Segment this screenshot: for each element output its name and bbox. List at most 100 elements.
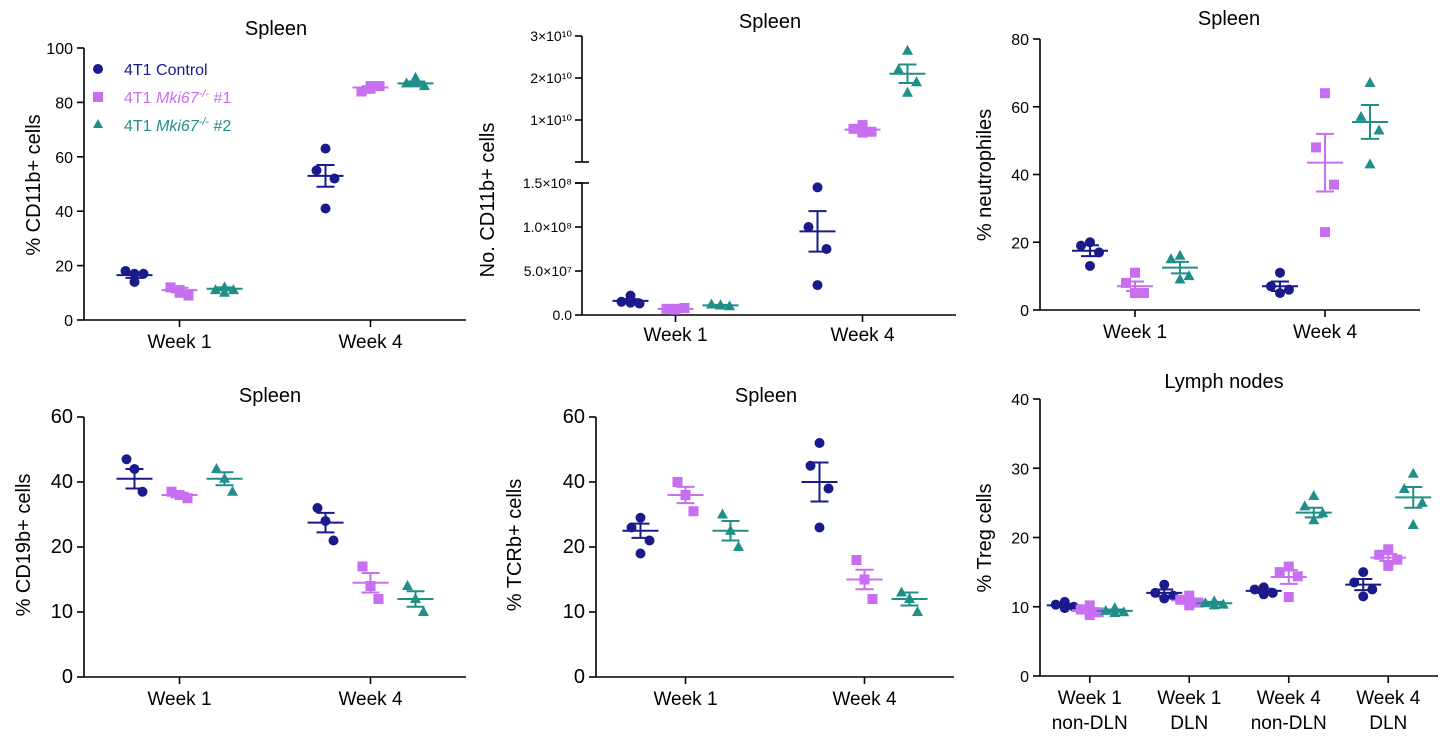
data-point [1320, 88, 1330, 99]
data-point [373, 594, 384, 604]
y-tick-label: 60 [563, 406, 585, 428]
y-tick-label: 40 [55, 204, 73, 221]
y-axis-label: % TCRb+ cells [504, 479, 526, 611]
data-point [1311, 142, 1321, 153]
x-tick-label: non-DLN [1052, 713, 1128, 734]
data-point [1130, 288, 1140, 299]
chart-title: Spleen [1198, 8, 1260, 30]
y-tick-label: 20 [563, 536, 585, 558]
y-axis-label: % CD19b+ cells [13, 474, 35, 617]
y-tick-label: 2×10¹⁰ [530, 70, 572, 86]
data-point [320, 203, 331, 214]
y-tick-label: 100 [46, 41, 73, 58]
y-tick-label: 0.0 [553, 307, 573, 323]
data-point [328, 535, 339, 546]
y-tick-label: 1.0×10⁸ [523, 219, 572, 235]
y-tick-label: 20 [1011, 235, 1029, 252]
chart-cd11b-count: Spleen No. CD11b+ cells 0.0 5.0×10⁷ 1.0×10… [477, 11, 956, 346]
y-tick-label: 5.0×10⁷ [524, 263, 572, 279]
chart-neutrophiles: Spleen % neutrophiles 0 20 40 60 80 Week 1 Wee… [974, 8, 1420, 343]
x-tick-label: Week 1 [147, 689, 211, 710]
x-tick-label: Week 1 [1157, 688, 1221, 709]
data-point [120, 266, 131, 277]
data-point [893, 63, 904, 74]
legend-marker-mki1 [93, 92, 103, 102]
y-tick-label: 3×10¹⁰ [530, 28, 572, 44]
data-point [911, 76, 922, 87]
data-point [635, 512, 646, 523]
x-tick-label: Week 4 [832, 689, 897, 710]
data-point [1416, 496, 1428, 507]
data-point [1320, 227, 1330, 238]
data-point [812, 280, 823, 291]
legend-marker-mki2 [93, 119, 103, 128]
data-point [1308, 514, 1320, 525]
data-point [1398, 483, 1410, 494]
x-tick-label: Week 1 [147, 332, 211, 353]
data-point [183, 290, 194, 301]
data-point [418, 606, 429, 616]
data-point [138, 268, 149, 279]
y-axis-label: No. CD11b+ cells [477, 123, 499, 278]
y-tick-label: 10 [563, 601, 585, 623]
y-axis-label: % neutrophiles [974, 109, 996, 241]
data-point [1130, 267, 1140, 278]
data-point [733, 541, 744, 551]
data-point [812, 182, 823, 193]
data-point [1121, 277, 1131, 288]
data-point [857, 127, 868, 138]
chart-cd19b: Spleen % CD19b+ cells 0 10 20 40 60 Week 1 Wee… [13, 385, 466, 710]
x-tick-label: Week 1 [1058, 688, 1122, 709]
chart-title: Spleen [245, 18, 307, 40]
data-point [1355, 110, 1367, 121]
y-tick-label: 30 [1011, 461, 1029, 478]
data-point [1308, 489, 1320, 500]
data-point [1283, 592, 1294, 603]
data-point [625, 290, 636, 301]
data-point [1139, 288, 1149, 299]
data-point [1084, 600, 1095, 611]
data-point [1358, 567, 1369, 578]
x-tick-label: Week 1 [643, 325, 707, 346]
y-tick-label: 10 [1011, 600, 1029, 617]
legend-label-mki1: 4T1 Mki67-/- #1 [124, 88, 231, 107]
data-point [814, 522, 825, 533]
x-tick-label: Week 4 [830, 325, 895, 346]
y-tick-label: 0 [62, 666, 73, 688]
data-point [688, 506, 699, 517]
chart-tcrb: Spleen % TCRb+ cells 0 10 20 40 60 Week 1 Week… [504, 385, 954, 710]
data-point [1174, 273, 1186, 284]
data-point [1184, 590, 1195, 601]
x-tick-label: Week 1 [653, 689, 717, 710]
x-tick-label: Week 4 [1257, 688, 1322, 709]
x-tick-label: non-DLN [1251, 713, 1327, 734]
data-point [1407, 467, 1419, 478]
data-point [311, 165, 322, 176]
data-point [851, 555, 862, 565]
data-point [1358, 591, 1369, 602]
x-tick-label: DLN [1170, 713, 1208, 734]
data-point [320, 143, 331, 154]
legend: 4T1 Control 4T1 Mki67-/- #1 4T1 Mki67-/-… [93, 62, 231, 135]
chart-title: Spleen [739, 11, 801, 33]
data-point [227, 485, 238, 496]
y-tick-label: 60 [1011, 100, 1029, 117]
data-point [1174, 249, 1186, 260]
y-tick-label: 20 [51, 536, 73, 558]
data-point [1383, 560, 1394, 571]
data-point [1274, 567, 1285, 578]
data-point [410, 71, 421, 82]
x-tick-label: DLN [1369, 713, 1407, 734]
y-tick-label: 40 [1011, 392, 1029, 409]
data-point [717, 508, 728, 519]
data-point [1183, 270, 1195, 281]
data-point [1364, 77, 1376, 88]
legend-label-mki2: 4T1 Mki67-/- #2 [124, 116, 231, 135]
data-point [902, 44, 913, 55]
data-point [857, 120, 868, 131]
y-tick-label: 0 [1020, 303, 1029, 320]
data-point [912, 606, 923, 616]
y-axis-label: % Treg cells [974, 484, 996, 593]
y-tick-label: 20 [55, 259, 73, 276]
y-tick-label: 1.5×10⁸ [523, 175, 572, 191]
